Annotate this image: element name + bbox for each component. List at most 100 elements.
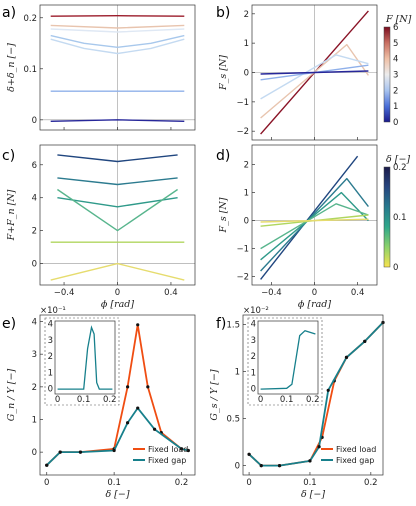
data-point [308,459,312,463]
x-axis-label: ϕ [rad] [101,299,134,310]
x-tick-label: −0.4 [261,288,282,298]
inset-y-tick-label: 4 [251,320,256,330]
y-axis-label: F_s [N] [218,197,229,233]
y-tick-label: 0 [32,448,37,458]
y-tick-label: 0.5 [226,415,240,425]
chart-panel-3: c) 0 2 4 6 −0.4 0 0.4 F+F_n [N] ϕ [rad] [2,144,196,310]
inset-plot-frame [54,320,116,395]
data-point [126,385,130,389]
y-tick-label: 6 [32,161,37,171]
series-line-5 [50,28,185,33]
y-tick-label: −2 [236,273,249,283]
panel-label: e) [2,316,16,332]
inset-x-tick-label: 0.2 [103,395,117,405]
data-point [363,339,367,343]
data-point [152,427,157,431]
series-line-6 [260,218,369,223]
inset-series-line [260,329,316,390]
y-axis-label: G_n / Y [−] [6,369,17,422]
panel-label: f) [216,316,226,332]
inset-y-tick-label: 3 [48,336,53,346]
y-tick-label: −2 [236,127,249,137]
inset-y-tick-label: 0 [48,385,53,395]
inset-y-tick-label: 3 [251,336,256,346]
colorbar-tick-label: 6 [393,23,398,33]
y-tick-label: 2 [32,227,37,237]
y-tick-label: 0 [244,217,249,227]
y-tick-label: 2 [244,161,249,171]
colorbar-label: F [N] [385,14,412,25]
series-line-1 [50,119,185,122]
inset-y-tick-label: 1 [48,368,53,378]
x-axis-label: δ [−] [301,489,325,500]
chart-panel-1: a) 0 0.1 0.2 δ+δ_n [−] [2,4,196,131]
plot-frame [39,314,196,476]
y-tick-label: 2 [244,10,249,20]
y-tick-label: 1 [244,189,249,199]
y-tick-label: 2 [32,383,37,393]
inset-frame [247,317,323,406]
series-line-7 [50,15,185,17]
colorbar-label: δ [−] [386,154,410,165]
data-point [277,463,282,468]
scale-label: ×10⁻¹ [40,306,66,316]
x-tick-label: 0 [115,288,120,298]
inset-y-tick-label: 2 [48,352,53,362]
legend-label: Fixed gap [336,456,374,465]
series-line-3 [260,54,369,100]
x-tick-label: 0.2 [364,478,378,488]
x-tick-label: 0 [44,478,49,488]
x-tick-label: 0.2 [175,478,189,488]
inset-y-tick-label: 1 [251,368,256,378]
panel-label: d) [216,148,230,164]
y-tick-label: 1 [235,367,240,377]
y-tick-label: −1 [236,245,249,255]
x-tick-label: −0.4 [54,288,75,298]
x-tick-label: 0.1 [303,478,317,488]
series-line-2 [57,177,178,186]
panel-label: c) [2,148,15,164]
y-tick-label: 3 [32,350,37,360]
series-line-3 [50,38,185,55]
plot-frame [242,314,384,476]
colorbar-tick-label: 1 [393,102,398,112]
y-axis-label: F+F_n [N] [6,189,17,241]
data-point [259,463,263,468]
series-line-6 [50,262,185,281]
x-tick-label: 0 [312,288,317,298]
data-point [146,385,150,389]
chart-panel-6: f) 0 0.5 1 1.5 0 0.1 0.2 G_s / Y [−] δ [−] ×10⁻² Fi… [209,306,385,500]
series-line-1 [57,154,178,163]
chart-panel-2: b) −2 −1 0 1 2 F_s [N] F [N] 0 1 2 3 4 5 6 [216,4,412,141]
inset-x-tick-label: 0 [258,395,263,405]
data-point [126,421,130,425]
data-point [186,448,190,453]
y-tick-label: 1 [244,39,249,49]
panel-label: b) [216,5,230,21]
x-tick-label: 0 [246,478,251,488]
inset-x-tick-label: 0 [55,395,60,405]
chart-panel-5: e) 0 1 2 3 4 0 0.1 0.2 G_n / Y [−] δ [−] ×10⁻¹ Fixed… [2,306,196,500]
data-point [326,388,330,392]
series-line-4 [50,34,185,48]
legend-label: Fixed load [148,445,188,454]
colorbar-tick-label: 0.1 [393,213,407,223]
data-point [344,355,349,359]
inset-y-tick-label: 0 [251,385,256,395]
data-point [317,445,321,449]
y-axis-label: F_s [N] [218,55,229,91]
y-tick-label: 4 [32,318,37,328]
x-tick-label: 0.1 [107,478,121,488]
inset-plot-frame [257,320,319,395]
data-point [136,323,140,327]
chart-panel-4: d) −2 −1 0 1 2 −0.4 0 0.4 F_s [N] ϕ [rad] δ [−] 0 0.1… [216,144,410,310]
colorbar [383,166,391,268]
y-tick-label: −1 [236,98,249,108]
x-tick-label: 0.4 [351,288,365,298]
series-line-1 [260,155,359,280]
series-line-3 [57,197,178,208]
data-point [78,450,83,454]
y-tick-label: 0.1 [23,65,37,75]
y-tick-label: 4 [32,194,37,204]
